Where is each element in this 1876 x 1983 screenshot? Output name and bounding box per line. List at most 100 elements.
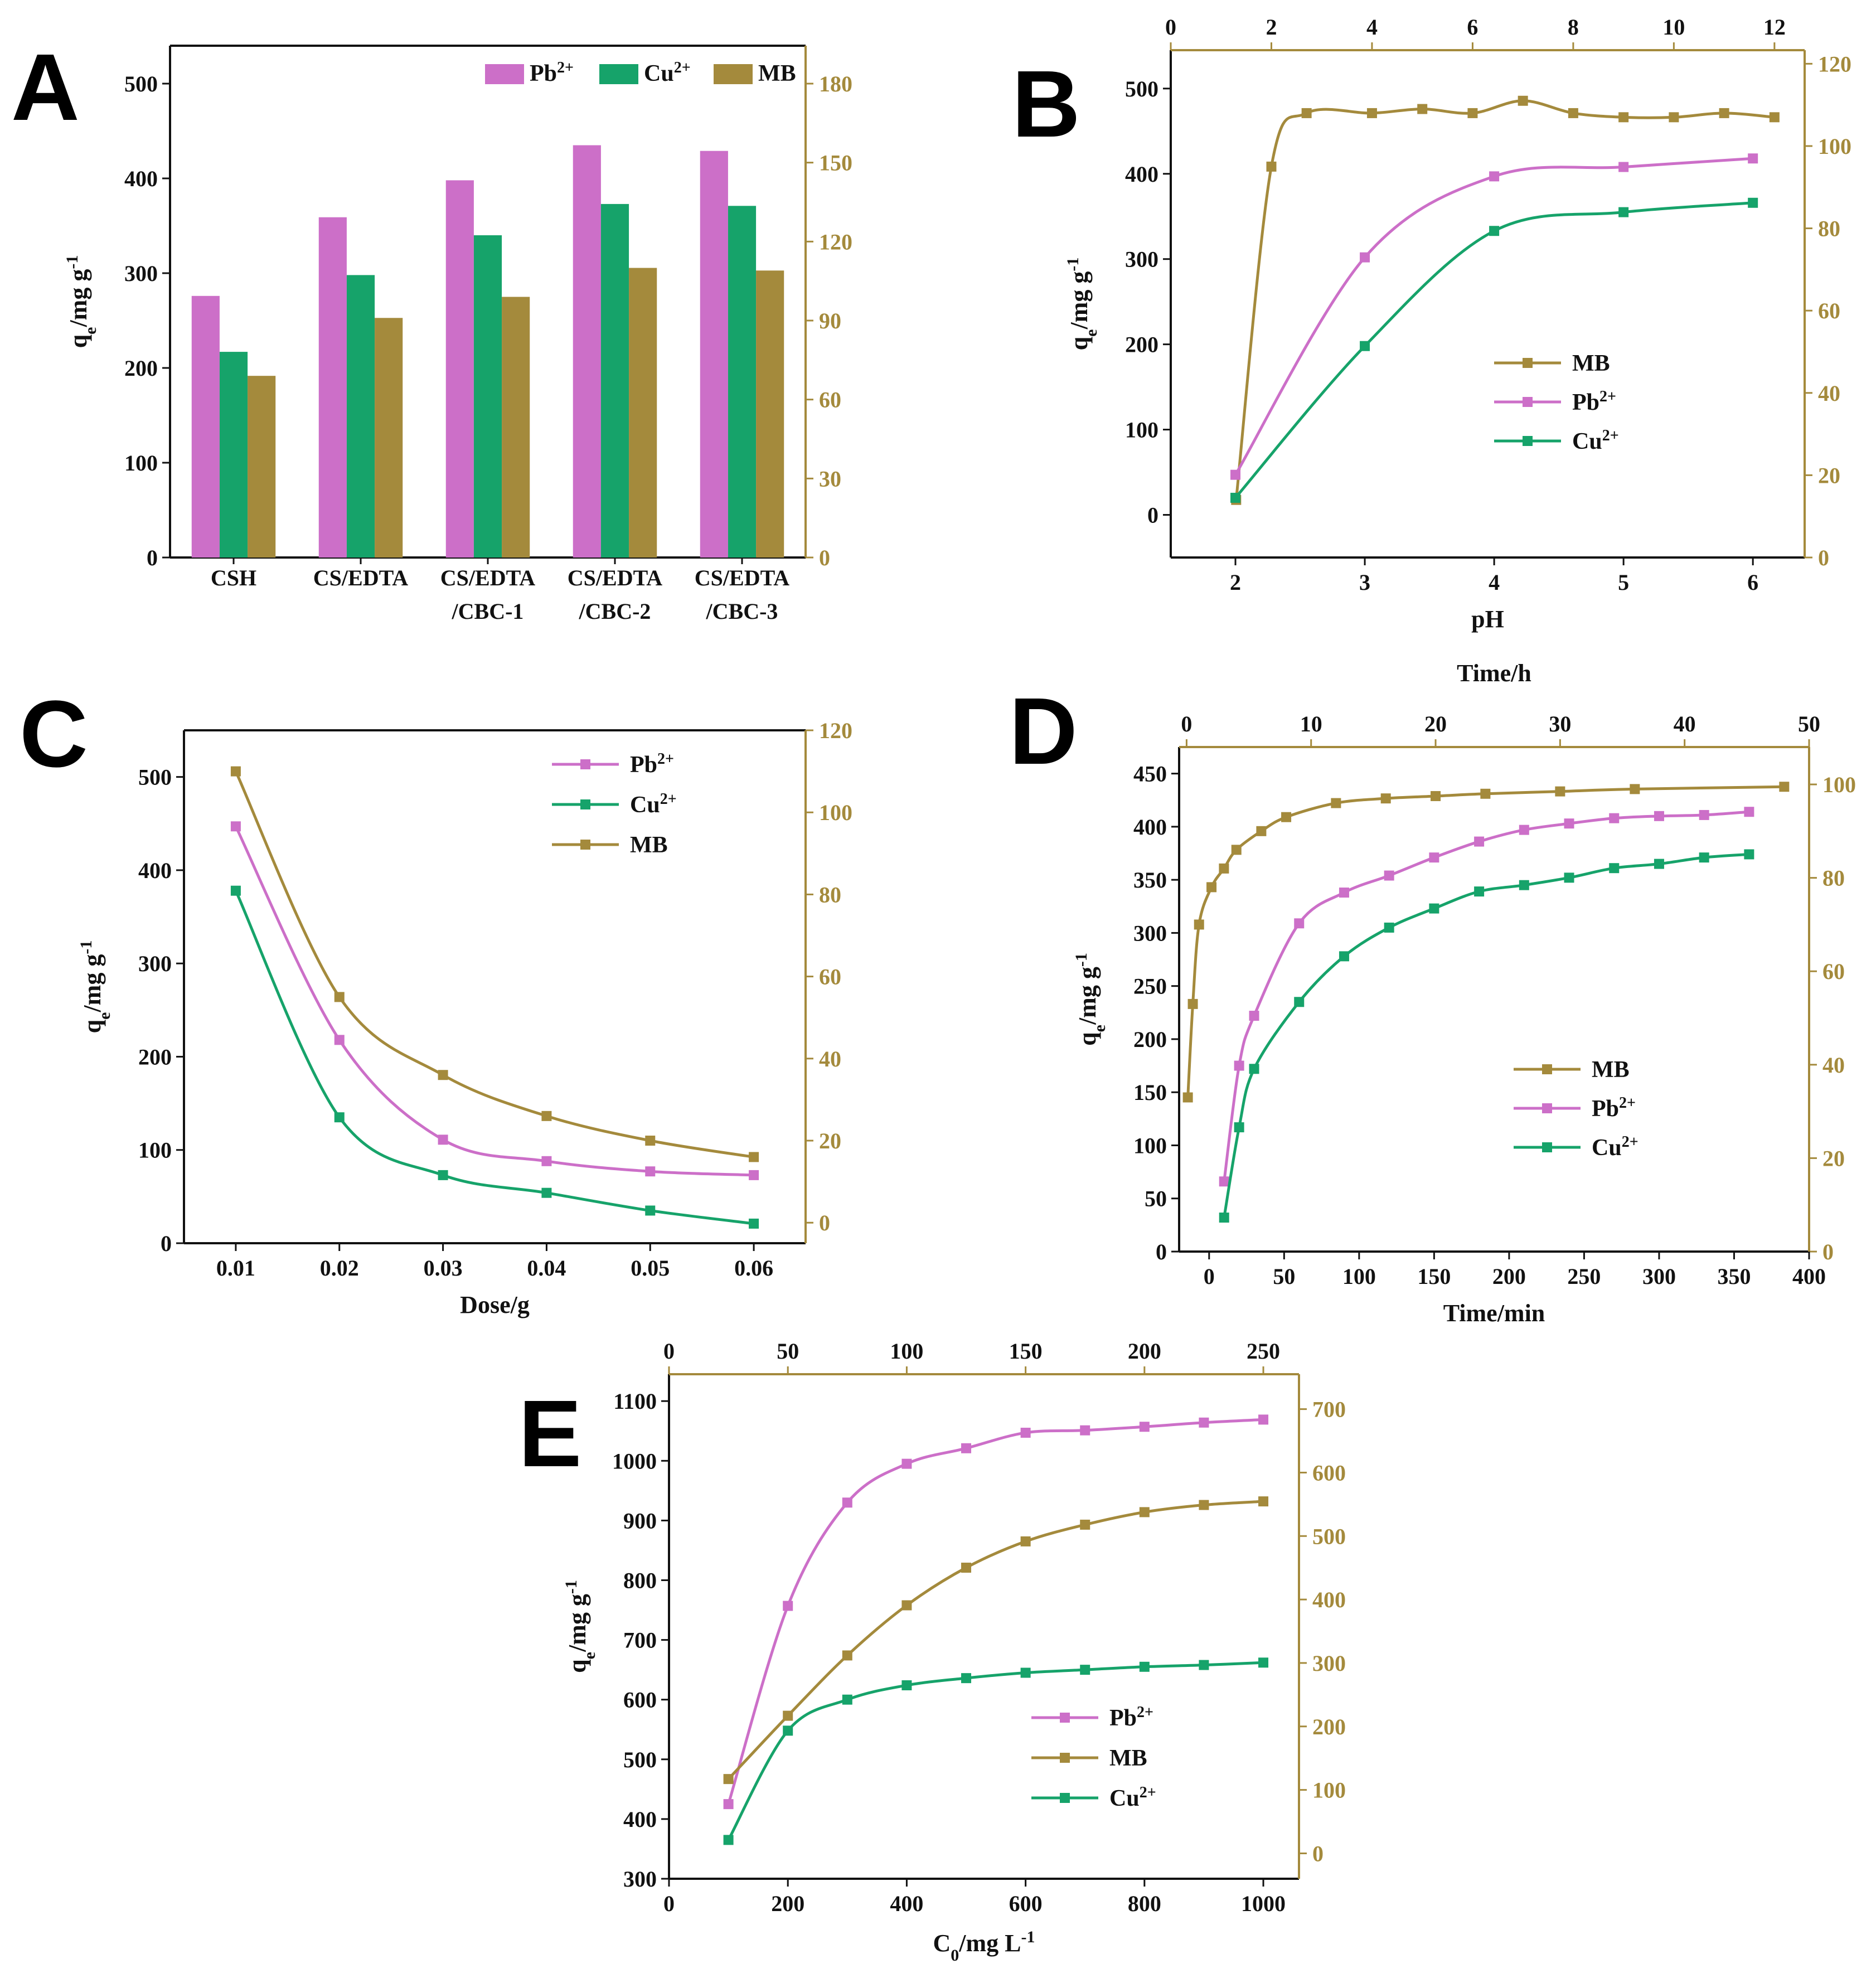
- legend-label: MB: [758, 61, 796, 86]
- x2-axis-title: Time/h: [1457, 660, 1531, 687]
- data-point: [230, 766, 241, 777]
- data-point: [1339, 951, 1349, 962]
- data-point: [842, 1650, 852, 1661]
- x-tick-label: 0.06: [734, 1255, 773, 1281]
- panel-letter: B: [1012, 51, 1080, 157]
- bar-pb-1: [191, 295, 220, 557]
- data-point: [541, 1111, 552, 1121]
- x-axis-title: Time/min: [1443, 1300, 1545, 1327]
- legend-marker: [580, 840, 590, 850]
- data-point: [1769, 112, 1780, 123]
- y2-tick-label: 100: [1312, 1778, 1346, 1803]
- legend-swatch: [714, 64, 753, 84]
- legend-label: Cu2+: [630, 791, 677, 818]
- legend-marker: [580, 799, 590, 809]
- data-point: [438, 1170, 448, 1180]
- series-cu: [1230, 197, 1758, 503]
- y2-tick-label: 40: [1822, 1053, 1845, 1078]
- x2-tick-label: 10: [1662, 14, 1685, 40]
- x-tick-label: 5: [1618, 570, 1629, 595]
- y2-tick-label: 20: [1818, 463, 1840, 488]
- data-point: [1744, 807, 1754, 817]
- y2-tick-label: 180: [819, 71, 852, 96]
- data-point: [1219, 1176, 1229, 1187]
- series-line: [1234, 157, 1753, 476]
- data-point: [1384, 870, 1394, 881]
- y-tick-label: 100: [1133, 1133, 1167, 1158]
- x-tick-label: 0: [663, 1891, 675, 1916]
- legend-swatch: [599, 64, 638, 84]
- legend-marker: [1542, 1142, 1552, 1152]
- data-point: [1339, 888, 1349, 898]
- data-point: [1080, 1519, 1090, 1530]
- y2-tick-label: 120: [819, 229, 852, 254]
- data-point: [1219, 863, 1229, 874]
- legend-label: Pb2+: [530, 59, 574, 87]
- y-tick-label: 200: [138, 1044, 172, 1069]
- y-tick-label: 350: [1133, 867, 1167, 893]
- x-category-label: CS/EDTA: [313, 565, 409, 590]
- y-tick-label: 500: [138, 765, 172, 790]
- data-point: [1618, 112, 1629, 123]
- data-point: [1609, 863, 1620, 874]
- y-tick-label: 0: [1147, 503, 1158, 528]
- data-point: [1360, 341, 1370, 351]
- panel-letter: D: [1009, 678, 1078, 784]
- data-point: [1467, 108, 1478, 118]
- x2-tick-label: 40: [1674, 711, 1696, 736]
- y2-tick-label: 0: [1818, 545, 1829, 570]
- x-category-label: CS/EDTA: [440, 565, 536, 590]
- data-point: [645, 1136, 656, 1146]
- legend-marker: [1060, 1713, 1070, 1723]
- y2-tick-label: 40: [819, 1046, 841, 1072]
- y-tick-label: 400: [1125, 162, 1158, 187]
- x-tick-label: 400: [890, 1891, 923, 1916]
- y-axis-title: qe/mg g-1: [77, 940, 114, 1034]
- data-point: [1301, 108, 1312, 118]
- panel-c: C 0 100 200 300 400 500 0 20 40 60 80 100 120 qe/mg g-…: [20, 681, 852, 1318]
- data-point: [1249, 1011, 1259, 1021]
- data-point: [1258, 1414, 1269, 1425]
- data-point: [1231, 845, 1242, 855]
- y-tick-label: 100: [124, 450, 158, 476]
- data-point: [1699, 809, 1709, 820]
- bar-pb-3: [445, 180, 474, 557]
- bar-cu-3: [473, 235, 502, 557]
- data-point: [723, 1774, 734, 1785]
- data-point: [1294, 997, 1305, 1007]
- y-tick-label: 400: [138, 858, 172, 883]
- series-pb: [1219, 807, 1754, 1187]
- x-tick-label: 0: [1204, 1264, 1215, 1289]
- x-tick-label: 200: [771, 1891, 804, 1916]
- x-tick-label: 350: [1717, 1264, 1751, 1289]
- y2-tick-label: 120: [1818, 51, 1851, 76]
- data-point: [1331, 798, 1341, 808]
- data-point: [334, 1112, 345, 1123]
- data-point: [1568, 108, 1578, 118]
- legend-label: Pb2+: [1572, 388, 1616, 416]
- y-tick-label: 300: [623, 1866, 657, 1892]
- series-line: [727, 1500, 1264, 1780]
- y-axis-title: qe/mg g-1: [63, 255, 100, 348]
- data-point: [749, 1152, 759, 1162]
- data-point: [1080, 1665, 1090, 1675]
- data-point: [961, 1563, 972, 1573]
- y-tick-label: 500: [623, 1747, 657, 1772]
- data-point: [1294, 918, 1305, 929]
- data-point: [1234, 1122, 1244, 1133]
- series-cu: [723, 1657, 1269, 1845]
- y-tick-label: 50: [1145, 1186, 1167, 1211]
- bar-mb-4: [629, 268, 657, 557]
- data-point: [1518, 95, 1528, 106]
- data-point: [1199, 1417, 1209, 1428]
- data-point: [1748, 197, 1758, 208]
- y-axis-title: qe/mg g-1: [1072, 953, 1109, 1046]
- data-point: [1194, 919, 1204, 930]
- y2-tick-label: 80: [1818, 216, 1840, 241]
- y-tick-label: 100: [138, 1138, 172, 1163]
- x2-tick-label: 2: [1266, 14, 1277, 40]
- x2-tick-label: 50: [777, 1339, 799, 1364]
- bar-pb-2: [318, 217, 347, 557]
- data-point: [1199, 1500, 1209, 1510]
- x-category-label: CS/EDTA: [568, 565, 663, 590]
